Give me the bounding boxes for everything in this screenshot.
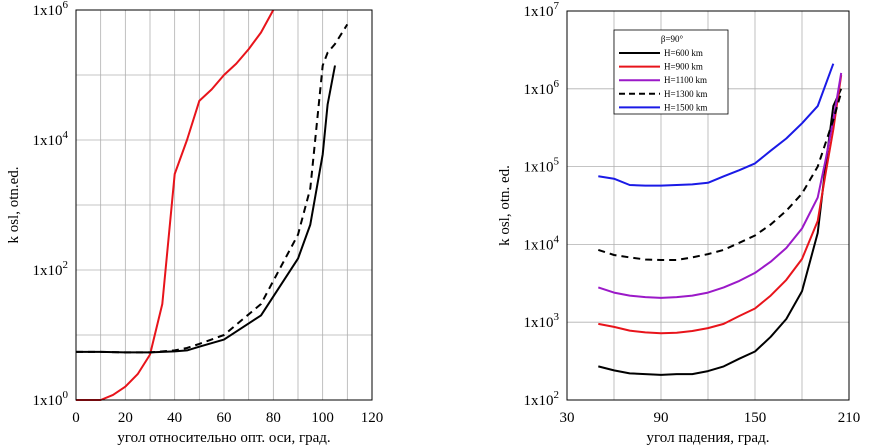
series-line-2 bbox=[598, 74, 843, 335]
x-tick-label: 100 bbox=[311, 410, 334, 426]
x-tick-label: 30 bbox=[560, 410, 575, 426]
right-x-axis-label: угол падения, град. bbox=[647, 430, 770, 446]
y-tick-label: 1x104 bbox=[524, 233, 560, 253]
left-y-axis-label: k osl, otn.ed. bbox=[6, 166, 22, 243]
y-tick-label: 1x102 bbox=[524, 389, 560, 409]
y-tick-label: 1x107 bbox=[524, 0, 560, 20]
series-line-1 bbox=[76, 9, 275, 401]
x-tick-label: 210 bbox=[838, 410, 861, 426]
x-tick-label: 80 bbox=[266, 410, 281, 426]
x-tick-label: 40 bbox=[167, 410, 182, 426]
right-chart: 30 90 150 210 1x102 1x103 1x104 1x105 1x106 1x10… bbox=[497, 0, 860, 446]
y-tick-label: 1x104 bbox=[33, 129, 69, 149]
right-legend: β=90° H=600 km H=900 km H=1100 km H=1300 km… bbox=[613, 29, 729, 115]
right-y-axis-label: k osl, otn. ed. bbox=[497, 165, 513, 246]
x-tick-label: 20 bbox=[118, 410, 133, 426]
legend-entry-label: H=900 km bbox=[664, 62, 703, 72]
series-line-5 bbox=[598, 63, 835, 187]
x-tick-label: 0 bbox=[72, 410, 80, 426]
series-line-3 bbox=[597, 72, 843, 299]
legend-box bbox=[613, 29, 729, 115]
x-tick-label: 90 bbox=[654, 410, 669, 426]
left-x-axis-label: угол относительно опт. оси, град. bbox=[117, 430, 330, 446]
x-tick-label: 60 bbox=[217, 410, 232, 426]
series-line-1 bbox=[598, 88, 843, 376]
series-line-2 bbox=[76, 65, 336, 354]
y-tick-label: 1x106 bbox=[524, 78, 560, 98]
left-plot-frame bbox=[75, 9, 373, 401]
legend-entry-label: H=1500 km bbox=[664, 102, 707, 112]
y-tick-label: 1x102 bbox=[33, 259, 69, 279]
x-tick-label: 150 bbox=[744, 410, 767, 426]
series-line-3 bbox=[76, 23, 349, 354]
legend-entry-label: H=1300 km bbox=[664, 89, 707, 99]
x-tick-label: 120 bbox=[361, 410, 384, 426]
legend-title: β=90° bbox=[661, 34, 684, 44]
y-tick-label: 1x100 bbox=[33, 389, 69, 409]
y-tick-label: 1x105 bbox=[524, 156, 560, 176]
right-plot-frame bbox=[566, 10, 850, 401]
legend-entry-label: H=1100 km bbox=[664, 75, 707, 85]
y-tick-label: 1x103 bbox=[524, 311, 560, 331]
series-line-4 bbox=[597, 92, 843, 261]
y-tick-label: 1x106 bbox=[33, 0, 69, 19]
left-chart: 0 20 40 60 80 100 120 1x100 1x102 1x104 1x106 уго… bbox=[6, 0, 383, 446]
legend-entry-label: H=600 km bbox=[664, 48, 703, 58]
